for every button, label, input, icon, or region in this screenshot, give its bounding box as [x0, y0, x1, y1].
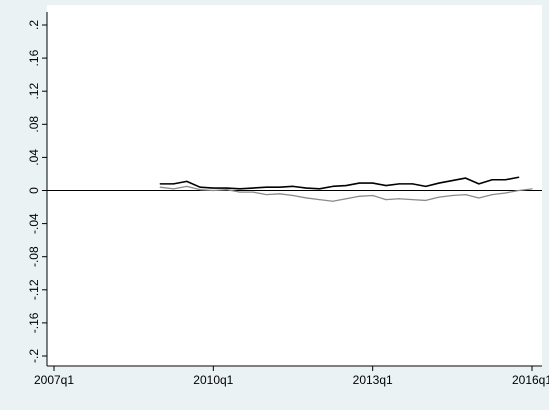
series-1-point — [332, 185, 334, 187]
series-2-point — [531, 188, 533, 190]
x-tick-label: 2007q1 — [34, 373, 74, 387]
x-axis: 2007q1 2010q1 2013q1 2016q1 — [34, 365, 549, 387]
series-2-point — [318, 199, 321, 201]
y-tick-label: .12 — [27, 83, 41, 100]
x-tick-label: 2013q1 — [353, 373, 393, 387]
series-2-point — [239, 191, 241, 193]
series-1-point — [372, 182, 374, 184]
series-1-point — [518, 176, 520, 178]
series-1-point — [318, 188, 321, 190]
series-2-point — [252, 191, 254, 193]
series-1-point — [438, 182, 440, 184]
y-tick-label: .04 — [27, 149, 41, 166]
y-tick-label: -.2 — [27, 349, 41, 363]
series-2-point — [332, 200, 334, 202]
series-2-point — [411, 199, 414, 201]
series-1-point — [345, 184, 347, 187]
y-tick-label: -.08 — [27, 246, 41, 267]
series-2-point — [372, 194, 374, 197]
series-1-point — [159, 183, 161, 185]
series-1-point — [465, 177, 467, 179]
series-1-point — [305, 187, 307, 189]
series-2-point — [159, 186, 161, 188]
series-2-point — [504, 192, 507, 194]
y-tick-label: -.04 — [27, 213, 41, 234]
series-1-point — [186, 180, 188, 182]
series-2-point — [305, 197, 307, 199]
series-2-point — [345, 198, 347, 200]
series-2-point — [279, 193, 281, 195]
series-2-point — [438, 196, 440, 198]
y-axis: -.2 -.16 -.12 -.08 -.04 0 .04 .08 .12 .16 .2 — [27, 12, 48, 366]
series-2-point — [478, 197, 480, 199]
x-tick-label: 2016q1 — [512, 373, 549, 387]
series-2-point — [358, 195, 360, 197]
series-2-point — [226, 189, 228, 191]
series-1-point — [252, 187, 254, 189]
series-1-point — [199, 186, 201, 188]
series-1-point — [425, 185, 427, 187]
series-2-point — [199, 189, 201, 191]
series-1-point — [239, 188, 241, 190]
series-1-point — [279, 186, 281, 188]
series-2-point — [385, 199, 387, 201]
series-1-point — [411, 183, 414, 185]
series-1-point — [226, 187, 228, 189]
series-1-point — [265, 186, 268, 188]
series-2-point — [265, 194, 268, 196]
series-group — [159, 176, 533, 202]
series-2-point — [451, 194, 453, 197]
series-2-point — [398, 198, 400, 200]
y-tick-label: .08 — [27, 116, 41, 133]
x-tick-label: 2010q1 — [193, 373, 233, 387]
series-1-point — [172, 183, 175, 185]
series-1-point — [491, 179, 493, 181]
y-tick-label: .2 — [27, 20, 41, 30]
series-1-point — [385, 184, 387, 187]
series-1-point — [451, 179, 453, 182]
series-1-point — [504, 179, 507, 181]
series-line-1 — [160, 176, 519, 190]
series-1-point — [292, 185, 294, 187]
series-2-point — [518, 189, 520, 192]
series-2-point — [212, 189, 214, 192]
series-2-point — [491, 194, 493, 196]
series-2-point — [425, 199, 427, 202]
series-1-point — [398, 183, 400, 185]
series-1-point — [212, 187, 214, 189]
series-1-point — [478, 183, 480, 185]
series-2-point — [292, 194, 294, 197]
y-tick-label: -.16 — [27, 312, 41, 333]
y-tick-label: -.12 — [27, 279, 41, 300]
y-tick-label: 0 — [27, 187, 41, 194]
series-2-point — [465, 194, 467, 196]
y-tick-label: .16 — [27, 49, 41, 66]
series-1-point — [358, 182, 360, 184]
series-2-point — [186, 185, 188, 187]
series-2-point — [172, 188, 175, 190]
